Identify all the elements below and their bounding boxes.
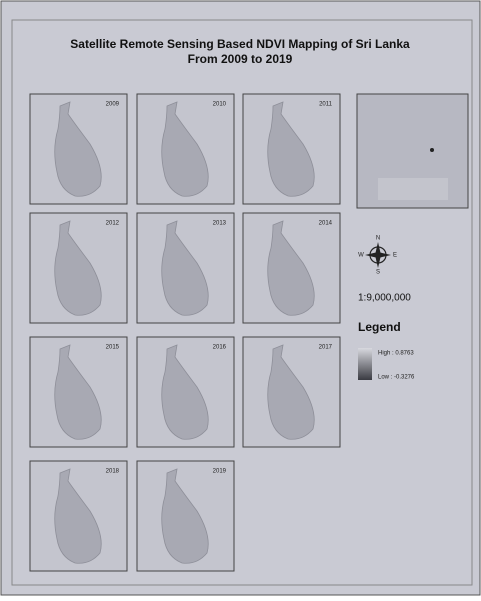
year-label: 2010: [213, 102, 227, 108]
map-layout: Satellite Remote Sensing Based NDVI Mapp…: [0, 0, 481, 596]
map-panel: 2009: [30, 94, 127, 204]
year-label: 2017: [319, 345, 333, 351]
inset-marker: [430, 148, 434, 152]
legend-ramp: [358, 348, 372, 380]
inset-caption-box: [378, 178, 448, 200]
map-panel: 2014: [243, 213, 340, 323]
year-label: 2013: [213, 221, 227, 227]
map-panel: 2013: [137, 213, 234, 323]
map-panel: 2019: [137, 461, 234, 571]
map-panel: 2018: [30, 461, 127, 571]
compass-n: N: [376, 236, 380, 242]
map-panel: 2011: [243, 94, 340, 204]
year-label: 2009: [106, 102, 120, 108]
compass-e: E: [393, 253, 397, 259]
legend-low: Low : -0.3276: [378, 375, 415, 381]
map-panel: 2012: [30, 213, 127, 323]
compass-s: S: [376, 270, 380, 276]
legend-high: High : 0.8763: [378, 351, 414, 357]
year-label: 2019: [213, 469, 227, 475]
year-label: 2012: [106, 221, 120, 227]
year-label: 2014: [319, 221, 333, 227]
map-panel: 2016: [137, 337, 234, 447]
title-line-2: From 2009 to 2019: [188, 52, 293, 66]
title-line-1: Satellite Remote Sensing Based NDVI Mapp…: [70, 37, 410, 51]
year-label: 2018: [106, 469, 120, 475]
year-label: 2011: [319, 102, 333, 108]
map-panel: 2015: [30, 337, 127, 447]
compass-w: W: [358, 253, 364, 259]
scale-text: 1:9,000,000: [358, 293, 411, 304]
year-label: 2016: [213, 345, 227, 351]
legend-title: Legend: [358, 320, 401, 334]
map-panel: 2010: [137, 94, 234, 204]
year-label: 2015: [106, 345, 120, 351]
map-panel: 2017: [243, 337, 340, 447]
